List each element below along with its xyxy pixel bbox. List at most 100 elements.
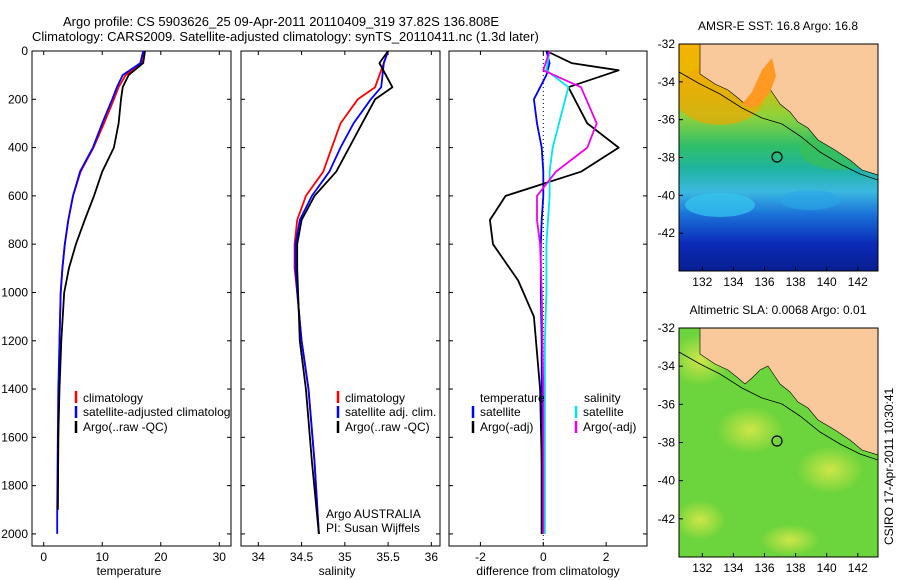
- salinity-x-tick-label: 34: [252, 550, 266, 564]
- sla-float-marker: [771, 435, 783, 447]
- sst-lat-tick-label: -34: [658, 75, 676, 89]
- legend-label-argo: Argo(..raw -QC): [83, 420, 168, 434]
- salinity-xlabel: salinity: [319, 564, 356, 578]
- sst-gulf: [742, 58, 776, 108]
- temperature-x-tick-label: 20: [154, 550, 168, 564]
- difference-x-tick-label: -2: [475, 550, 486, 564]
- salinity-x-tick-label: 35: [338, 550, 352, 564]
- sla-shelf-contour: [679, 351, 878, 461]
- sla-lon-tick-label: 140: [817, 561, 837, 575]
- sst-cyan-patch: [780, 190, 840, 210]
- legend-head-salinity: salinity: [584, 391, 621, 405]
- map-axes: -32 -34 -36 -38 -40 -42 132 134 136 138 140 142 -32 -…: [658, 37, 868, 575]
- temperature-x-tick-label: 0: [40, 550, 47, 564]
- sst-lat-tick-label: -42: [658, 226, 676, 240]
- sla-map-title: Altimetric SLA: 0.0068 Argo: 0.01: [690, 303, 867, 317]
- difference-series-temperature-argo-adj: [488, 50, 620, 534]
- depth-tick-label: 400: [8, 141, 28, 155]
- salinity-legend: climatology satellite adj. clim. Argo(..…: [326, 391, 436, 535]
- sst-lat-tick-label: -32: [658, 37, 676, 51]
- sla-blob: [796, 446, 864, 494]
- sla-lat-tick-label: -32: [658, 321, 676, 335]
- sla-lat-tick-label: -34: [658, 359, 676, 373]
- difference-x-tick-label: 2: [603, 550, 610, 564]
- temperature-series-climatology: [56, 50, 146, 510]
- temperature-x-tick-label: 30: [213, 550, 227, 564]
- sla-blob: [679, 500, 726, 540]
- depth-tick-label: 800: [8, 237, 28, 251]
- legend-label-temp-argo: Argo(-adj): [480, 420, 533, 434]
- sst-lon-tick-label: 142: [848, 275, 868, 289]
- difference-series-salinity-satellite: [544, 50, 570, 534]
- sla-blob: [716, 406, 784, 454]
- temperature-xlabel: temperature: [97, 564, 162, 578]
- temperature-panel-frame: [31, 50, 232, 547]
- salinity-series-argo-raw-qc: [296, 50, 394, 534]
- difference-x-tick-label: 0: [540, 550, 547, 564]
- timestamp-stamp: CSIRO 17-Apr-2011 10:30:41: [882, 387, 896, 545]
- sla-lat-tick-label: -38: [658, 436, 676, 450]
- salinity-series-climatology: [293, 50, 389, 534]
- sst-shelf-contour: [679, 71, 878, 181]
- difference-xlabel: difference from climatology: [476, 564, 619, 578]
- temperature-series-argo-raw-qc: [56, 50, 146, 510]
- sst-float-marker: [771, 151, 783, 163]
- sla-lon-tick-label: 132: [692, 561, 712, 575]
- depth-tick-label: 2000: [1, 527, 28, 541]
- salinity-x-tick-label: 34.5: [290, 550, 314, 564]
- sst-lon-tick-label: 134: [723, 275, 743, 289]
- sst-map: AMSR-E SST: 16.8 Argo: 16.8: [678, 19, 879, 272]
- legend-head-temperature: temperature: [480, 391, 545, 405]
- legend-label-satellite: satellite-adjusted climatolog: [83, 405, 230, 419]
- legend-label-climatology: climatology: [345, 391, 405, 405]
- legend-label-satellite: satellite adj. clim.: [345, 405, 436, 419]
- depth-tick-label: 1400: [1, 382, 28, 396]
- figure-title-line2: Climatology: CARS2009. Satellite-adjuste…: [32, 29, 539, 44]
- sla-lon-tick-label: 138: [786, 561, 806, 575]
- sst-cyan-patch: [685, 193, 755, 217]
- sst-lat-tick-label: -40: [658, 188, 676, 202]
- sst-lon-tick-label: 140: [817, 275, 837, 289]
- salinity-x-tick-label: 36: [425, 550, 439, 564]
- sla-map: Altimetric SLA: 0.0068 Argo: 0.01: [678, 303, 879, 558]
- sla-lon-tick-label: 136: [754, 561, 774, 575]
- credit-line1: Argo AUSTRALIA: [326, 507, 421, 521]
- sst-lon-tick-label: 138: [786, 275, 806, 289]
- salinity-x-tick-label: 35.5: [376, 550, 400, 564]
- depth-tick-label: 600: [8, 189, 28, 203]
- sla-land: [699, 328, 878, 456]
- difference-legend: temperature satellite Argo(-adj) salinit…: [471, 391, 636, 434]
- sla-lat-tick-label: -42: [658, 512, 676, 526]
- sla-lat-tick-label: -40: [658, 474, 676, 488]
- temperature-series-satellite-adjusted-climatolog: [56, 50, 145, 534]
- difference-series-salinity-argo-adj: [536, 50, 598, 534]
- legend-label-temp-satellite: satellite: [480, 405, 521, 419]
- depth-tick-label: 200: [8, 92, 28, 106]
- depth-tick-label: 1600: [1, 430, 28, 444]
- difference-series-temperature-satellite: [533, 50, 551, 534]
- credit-line2: PI: Susan Wijffels: [326, 521, 420, 535]
- legend-label-sal-satellite: satellite: [583, 405, 624, 419]
- depth-tick-label: 0: [21, 44, 28, 58]
- legend-label-argo: Argo(..raw -QC): [345, 420, 430, 434]
- sla-lat-tick-label: -36: [658, 397, 676, 411]
- sst-lon-tick-label: 136: [754, 275, 774, 289]
- depth-tick-label: 1800: [1, 479, 28, 493]
- sla-blob: [760, 524, 820, 556]
- sla-lon-tick-label: 142: [848, 561, 868, 575]
- sst-lat-tick-label: -36: [658, 113, 676, 127]
- sla-lon-tick-label: 134: [723, 561, 743, 575]
- legend-label-climatology: climatology: [83, 391, 143, 405]
- temperature-x-tick-label: 10: [96, 550, 110, 564]
- depth-tick-label: 1200: [1, 334, 28, 348]
- depth-tick-label: 1000: [1, 285, 28, 299]
- sst-lat-tick-label: -38: [658, 151, 676, 165]
- sst-land: [699, 44, 878, 176]
- salinity-panel-frame: [240, 50, 441, 547]
- sst-lon-tick-label: 132: [692, 275, 712, 289]
- salinity-series-satellite-adj-clim: [294, 50, 389, 534]
- temperature-legend: climatology satellite-adjusted climatolo…: [74, 391, 230, 434]
- figure-title-line1: Argo profile: CS 5903626_25 09-Apr-2011 …: [63, 14, 499, 29]
